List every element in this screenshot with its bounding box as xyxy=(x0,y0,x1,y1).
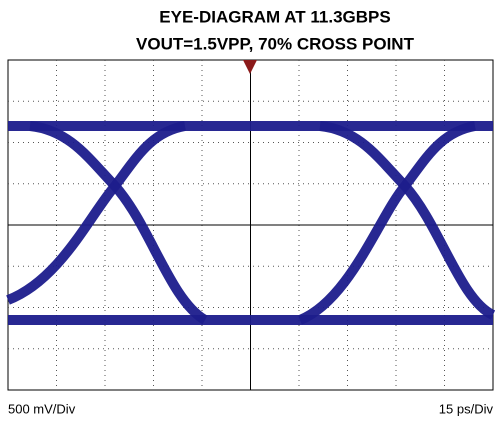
chart: EYE-DIAGRAM AT 11.3GBPS VOUT=1.5VPP, 70%… xyxy=(0,0,495,426)
x-scale-label: 15 ps/Div xyxy=(439,401,494,416)
y-scale-label: 500 mV/Div xyxy=(8,401,76,416)
plot-area xyxy=(8,60,493,390)
chart-title: EYE-DIAGRAM AT 11.3GBPS xyxy=(159,7,390,26)
chart-subtitle: VOUT=1.5VPP, 70% CROSS POINT xyxy=(136,34,415,53)
